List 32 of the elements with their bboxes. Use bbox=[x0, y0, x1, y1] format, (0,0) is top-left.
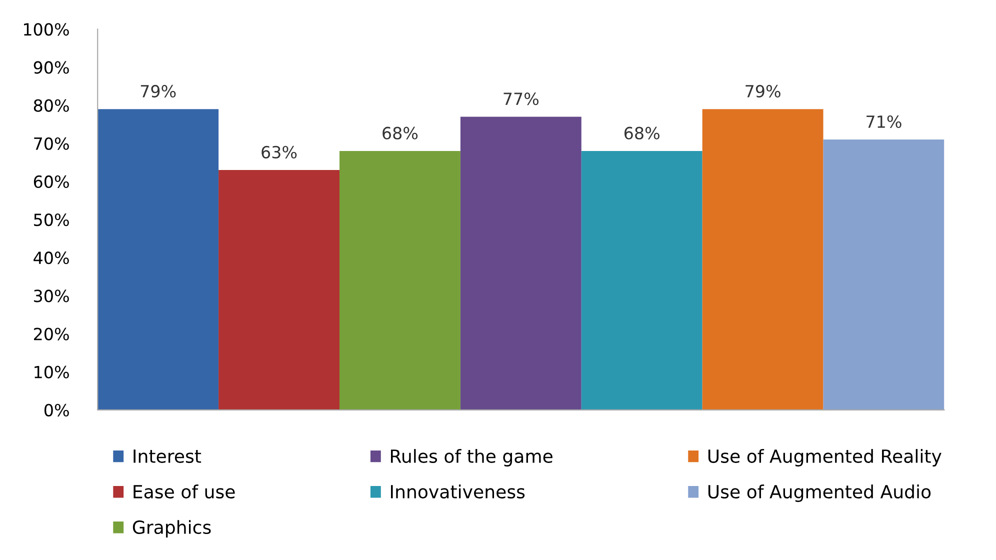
data-label: 79% bbox=[746, 84, 780, 98]
y-tick-label: 80% bbox=[34, 99, 69, 112]
data-label: 68% bbox=[382, 126, 418, 140]
bar bbox=[339, 150, 460, 410]
data-label: 68% bbox=[624, 126, 660, 140]
bar bbox=[460, 116, 582, 410]
y-tick-label: 30% bbox=[34, 290, 69, 302]
y-tick-label: 20% bbox=[34, 328, 69, 340]
y-tick-label: 0% bbox=[44, 404, 69, 416]
bar bbox=[702, 109, 824, 410]
legend-label: Interest bbox=[134, 450, 202, 463]
y-tick-label: 90% bbox=[34, 61, 69, 74]
y-tick-label: 70% bbox=[34, 137, 69, 150]
legend-label: Use of Augmented Audio bbox=[708, 484, 931, 502]
y-tick-label: 40% bbox=[34, 252, 69, 264]
legend-label: Ease of use bbox=[134, 484, 235, 499]
bar bbox=[98, 109, 219, 410]
y-tick-label: 10% bbox=[34, 366, 69, 378]
y-tick-label: 50% bbox=[34, 213, 69, 226]
data-label: 71% bbox=[866, 115, 902, 128]
legend-label: Graphics bbox=[132, 520, 211, 538]
legend-label: Use of Augmented Reality bbox=[708, 449, 942, 466]
y-tick-label: 100% bbox=[24, 23, 69, 36]
legend-label: Innovativeness bbox=[390, 484, 525, 499]
data-label: 79% bbox=[140, 84, 176, 98]
data-label: 77% bbox=[504, 92, 539, 106]
data-label: 63% bbox=[262, 146, 297, 158]
y-tick-label: 60% bbox=[34, 175, 69, 188]
legend-label: Rules of the game bbox=[390, 449, 552, 466]
bar bbox=[218, 170, 340, 410]
bar bbox=[823, 140, 944, 410]
bar bbox=[581, 150, 702, 410]
